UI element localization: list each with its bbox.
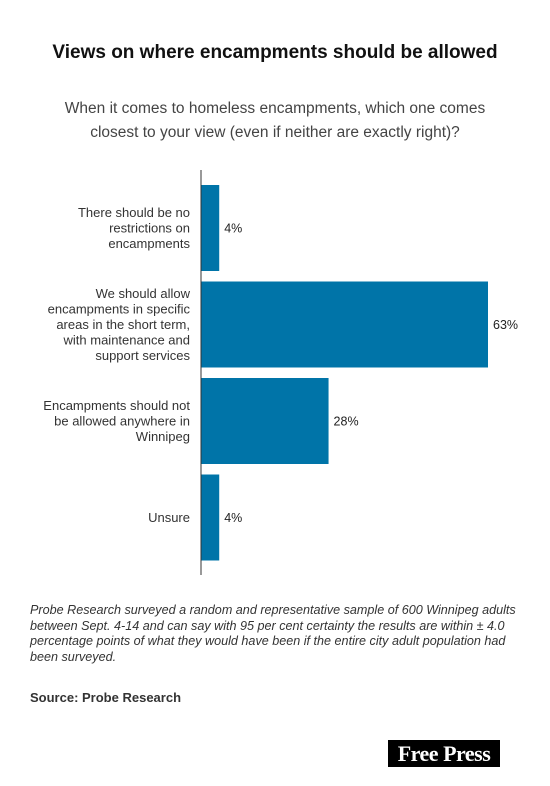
category-label-3: Unsure xyxy=(148,510,190,525)
category-label-2: Encampments should not be allowed anywher… xyxy=(43,398,190,444)
value-label-2: 28% xyxy=(334,415,359,429)
bar-0 xyxy=(201,185,220,271)
bar-chart: 4% There should be no restrictions on encam… xyxy=(43,170,518,575)
category-label-0: There should be no restrictions on encampm… xyxy=(78,205,191,251)
bar-1 xyxy=(201,281,488,368)
category-label-1: We should allow encampments in specific ar… xyxy=(48,286,191,363)
value-label-3: 4% xyxy=(224,511,242,525)
free-press-logo: Free Press xyxy=(388,740,500,767)
value-label-1: 63% xyxy=(493,318,518,332)
chart-title: Views on where encampments should be all… xyxy=(52,42,498,63)
value-label-0: 4% xyxy=(224,222,242,236)
methodology-note: Probe Research surveyed a random and rep… xyxy=(30,603,516,664)
source-line: Source: Probe Research xyxy=(30,690,182,705)
chart-subtitle: When it comes to homeless encampments, w… xyxy=(64,100,486,141)
bar-3 xyxy=(201,474,220,561)
bar-2 xyxy=(201,378,329,464)
